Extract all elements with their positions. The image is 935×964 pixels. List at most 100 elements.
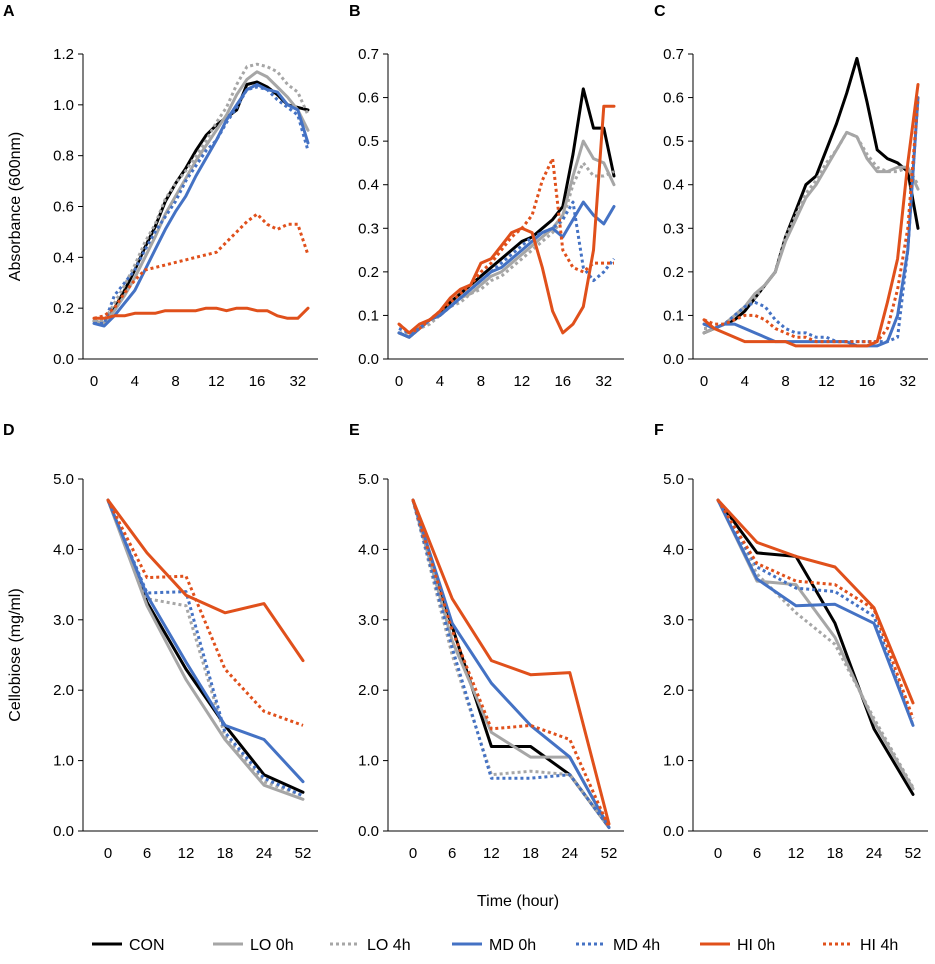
series-line-con	[702, 56, 920, 335]
panel-f: F 0.0 1.0 2.0 3.0 4.0 5.0 0 6 12 18 24 52	[654, 422, 928, 862]
x-tick-label: 4	[436, 373, 444, 390]
x-tick-label: 12	[788, 845, 805, 862]
series-line-md-4h	[411, 499, 611, 829]
y-tick-label: 0.0	[53, 351, 74, 368]
series-line-con	[716, 498, 915, 796]
legend-label: CON	[129, 937, 165, 954]
y-tick-label: 0.5	[663, 133, 684, 150]
y-tick-label: 1.0	[663, 753, 684, 770]
series-line-lo-4h	[106, 499, 304, 798]
y-axis-title: Absorbance (600nm)	[7, 132, 24, 281]
series-line-lo-4h	[716, 499, 915, 789]
series-line-hi-0h	[716, 498, 915, 705]
panel-label: B	[349, 3, 361, 20]
series-line-hi-4h	[93, 212, 310, 320]
x-tick-label: 52	[295, 845, 312, 862]
x-tick-label: 0	[714, 845, 722, 862]
series-line-md-0h	[397, 200, 616, 339]
panel-e: E 0.0 1.0 2.0 3.0 4.0 5.0 0 6 12 18 24 52	[349, 422, 624, 862]
series-line-md-4h	[94, 85, 310, 325]
series-line-lo-0h	[106, 498, 305, 801]
panel-c: C 0.0 0.1 0.2 0.3 0.4 0.5 0.6 0.7 0 4 8 12 16 32	[654, 3, 928, 390]
series-line-md-0h	[702, 96, 920, 348]
panel-label: D	[3, 422, 15, 439]
y-tick-label: 5.0	[358, 471, 379, 488]
y-tick-label: 2.0	[53, 682, 74, 699]
legend-label: HI 4h	[860, 937, 898, 954]
y-tick-label: 0.0	[663, 823, 684, 840]
series-line-hi-0h	[411, 498, 611, 826]
y-tick-label: 0.7	[358, 46, 379, 63]
y-tick-label: 0.0	[358, 823, 379, 840]
panel-label: E	[349, 422, 360, 439]
y-tick-label: 0.4	[358, 177, 379, 194]
series-line-md-4h	[398, 200, 616, 335]
y-tick-label: 0.4	[53, 249, 74, 266]
series-line-hi-4h	[106, 499, 304, 727]
x-tick-label: 0	[90, 373, 98, 390]
y-tick-label: 1.0	[53, 753, 74, 770]
x-tick-label: 18	[217, 845, 234, 862]
y-tick-label: 2.0	[663, 682, 684, 699]
legend-label: LO 0h	[250, 937, 294, 954]
y-tick-label: 4.0	[53, 541, 74, 558]
x-tick-label: 0	[409, 845, 417, 862]
x-tick-label: 12	[178, 845, 195, 862]
series-line-md-0h	[411, 498, 611, 829]
series-line-hi-0h	[702, 83, 920, 348]
series-line-lo-4h	[399, 161, 615, 335]
y-tick-label: 0.4	[663, 177, 684, 194]
series-line-lo-4h	[704, 130, 920, 330]
legend-label: MD 4h	[613, 937, 660, 954]
series-line-md-4h	[106, 499, 304, 798]
x-tick-label: 12	[818, 373, 835, 390]
y-tick-label: 1.2	[53, 46, 74, 63]
y-tick-label: 0.0	[358, 351, 379, 368]
legend-item-lo-0h: LO 0h	[213, 937, 294, 954]
y-tick-label: 0.2	[358, 264, 379, 281]
legend-item-md-4h: MD 4h	[576, 937, 660, 954]
panel-label: F	[654, 422, 664, 439]
legend-item-con: CON	[92, 937, 165, 954]
series-line-md-0h	[716, 498, 915, 727]
x-tick-label: 18	[827, 845, 844, 862]
series-line-con	[92, 80, 310, 325]
y-axis-title: Cellobiose (mg/ml)	[7, 588, 24, 721]
series-line-hi-0h	[92, 306, 310, 320]
series-line-md-0h	[92, 83, 310, 328]
legend-item-hi-0h: HI 0h	[700, 937, 775, 954]
y-tick-label: 0.8	[53, 148, 74, 165]
y-tick-label: 0.2	[663, 264, 684, 281]
series-line-hi-0h	[106, 498, 305, 663]
legend-item-md-0h: MD 0h	[452, 937, 536, 954]
x-tick-label: 16	[859, 373, 876, 390]
y-tick-label: 0.3	[663, 220, 684, 237]
x-tick-label: 24	[256, 845, 273, 862]
x-tick-label: 6	[448, 845, 456, 862]
y-tick-label: 0.0	[53, 823, 74, 840]
y-tick-label: 0.1	[358, 307, 379, 324]
series-line-hi-4h	[716, 499, 915, 719]
y-tick-label: 0.7	[663, 46, 684, 63]
y-tick-label: 0.6	[53, 199, 74, 216]
x-tick-label: 0	[395, 373, 403, 390]
legend-item-hi-4h: HI 4h	[823, 937, 898, 954]
y-tick-label: 0.6	[358, 90, 379, 107]
y-tick-label: 4.0	[358, 541, 379, 558]
x-tick-label: 24	[866, 845, 883, 862]
legend-label: LO 4h	[367, 937, 411, 954]
y-tick-label: 5.0	[663, 471, 684, 488]
x-tick-label: 0	[104, 845, 112, 862]
y-tick-label: 3.0	[53, 612, 74, 629]
panels: A 0.0 0.2 0.4 0.6 0.8 1.0 1.2 0 4 8 12 16 32 Absorbanc…	[3, 3, 928, 862]
legend-label: HI 0h	[737, 937, 775, 954]
x-tick-label: 18	[522, 845, 539, 862]
x-tick-label: 24	[561, 845, 578, 862]
x-tick-label: 6	[143, 845, 151, 862]
x-tick-label: 52	[601, 845, 618, 862]
panel-d: D 0.0 1.0 2.0 3.0 4.0 5.0 0 6 12 18 24 52 Cellobiose …	[3, 422, 318, 862]
x-tick-label: 4	[741, 373, 749, 390]
y-tick-label: 2.0	[358, 682, 379, 699]
y-tick-label: 1.0	[358, 753, 379, 770]
